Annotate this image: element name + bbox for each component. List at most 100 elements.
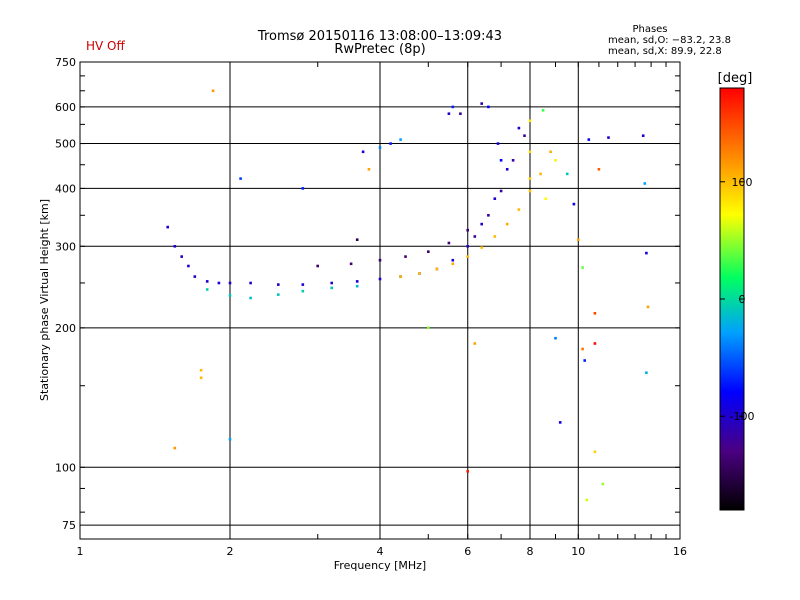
data-point	[528, 177, 532, 180]
data-point	[480, 102, 483, 105]
y-tick-label: 500	[55, 138, 76, 151]
y-tick-label: 200	[55, 322, 76, 335]
data-point	[645, 251, 648, 255]
data-point	[558, 421, 562, 424]
data-point	[228, 437, 232, 441]
data-point	[277, 293, 280, 296]
data-point	[645, 371, 648, 374]
data-point	[349, 262, 353, 266]
data-point	[418, 272, 421, 275]
data-point	[581, 266, 584, 269]
data-point	[583, 359, 586, 362]
y-tick-label: 400	[55, 182, 76, 195]
data-point	[187, 264, 190, 268]
data-point	[249, 281, 252, 285]
data-point	[493, 235, 497, 238]
data-point	[473, 342, 477, 345]
data-point	[493, 197, 497, 200]
y-axis-label: Stationary phase Virtual Height [km]	[38, 199, 51, 401]
data-point	[378, 277, 382, 281]
data-point	[593, 312, 597, 315]
x-tick-label: 16	[673, 545, 687, 558]
data-point	[641, 134, 645, 137]
x-tick-label: 6	[464, 545, 471, 558]
data-point	[539, 172, 542, 176]
data-point	[466, 245, 469, 248]
colorbar-tick-label: 100	[732, 176, 753, 189]
data-points	[166, 89, 650, 502]
y-tick-label: 75	[62, 519, 76, 532]
data-point	[466, 255, 469, 258]
data-point	[193, 275, 197, 278]
phase-stats-o: mean, sd,O: −83.2, 23.8	[608, 35, 731, 46]
hv-status: HV Off	[86, 39, 125, 53]
data-point	[249, 296, 252, 300]
y-tick-label: 100	[55, 461, 76, 474]
data-point	[523, 134, 526, 137]
data-point	[399, 275, 402, 278]
data-point	[565, 172, 569, 176]
data-point	[473, 235, 477, 238]
data-point	[544, 197, 547, 200]
data-point	[487, 214, 490, 217]
data-point	[199, 376, 203, 380]
data-point	[593, 342, 597, 345]
x-tick-label: 8	[527, 545, 534, 558]
phase-stats-x: mean, sd,X: 89.9, 22.8	[608, 46, 722, 57]
chart-title-line1: Tromsø 20150116 13:08:00–13:09:43	[257, 29, 502, 44]
colorbar-tick-label: 0	[739, 293, 746, 306]
data-point	[389, 142, 392, 145]
data-point	[316, 264, 319, 268]
colorbar-ticks: 100 0 -100	[720, 176, 754, 423]
data-point	[554, 159, 557, 162]
data-point	[593, 450, 597, 454]
data-point	[173, 245, 177, 248]
y-tick-label: 750	[55, 56, 76, 69]
data-point	[505, 222, 509, 226]
data-point	[378, 146, 382, 149]
data-point	[643, 182, 647, 185]
data-point	[239, 177, 242, 180]
x-axis-label: Frequency [MHz]	[334, 559, 426, 572]
data-point	[228, 294, 232, 297]
data-point	[435, 267, 439, 271]
data-point	[447, 112, 451, 115]
data-point	[646, 305, 650, 309]
data-point	[549, 150, 552, 154]
data-point	[480, 222, 483, 226]
plot-area: 1 2 4 6 8 10 16 75 100 200 300 400 500 600 750	[55, 56, 687, 558]
gridlines	[80, 62, 680, 539]
x-tick-label: 4	[377, 545, 384, 558]
data-point	[173, 446, 177, 450]
data-point	[496, 142, 500, 145]
data-point	[180, 255, 183, 258]
data-point	[451, 258, 455, 262]
data-point	[587, 138, 591, 141]
data-point	[367, 168, 371, 171]
colorbar: [deg] 100 0 -100	[718, 71, 754, 511]
data-point	[277, 283, 280, 286]
data-point	[480, 246, 483, 249]
data-point	[355, 284, 359, 288]
chart-title-line2: RwPretec (8p)	[334, 42, 425, 57]
data-point	[166, 225, 169, 229]
data-point	[205, 280, 209, 283]
data-point	[330, 281, 333, 285]
data-point	[355, 238, 359, 241]
data-point	[597, 168, 601, 171]
data-point	[487, 105, 490, 109]
data-point	[499, 159, 503, 162]
data-point	[199, 368, 203, 372]
x-axis-ticks: 1 2 4 6 8 10 16	[77, 62, 687, 558]
data-point	[528, 189, 532, 193]
data-point	[217, 281, 221, 285]
data-point	[399, 138, 402, 141]
data-point	[404, 255, 407, 258]
data-point	[301, 283, 305, 286]
colorbar-label: [deg]	[718, 71, 753, 86]
data-point	[554, 336, 557, 340]
data-point	[447, 241, 451, 245]
x-tick-label: 2	[227, 545, 234, 558]
data-point	[427, 326, 430, 330]
